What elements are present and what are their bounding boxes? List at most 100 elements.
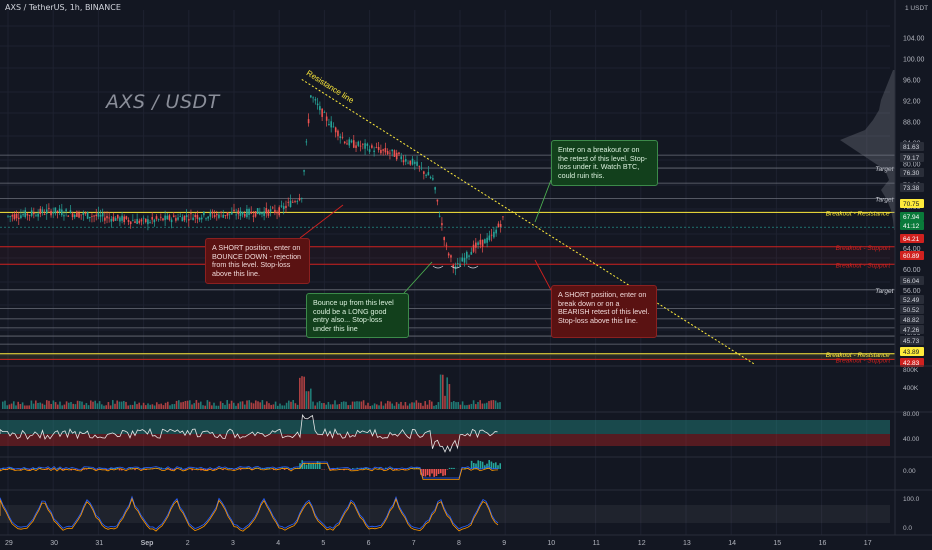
- price-tick-label: 96.00: [903, 77, 921, 84]
- volume-bar: [468, 404, 470, 409]
- price-candle: [456, 263, 459, 264]
- time-tick-label: 6: [367, 540, 371, 547]
- volume-bar: [450, 402, 453, 409]
- time-tick-label: 31: [95, 540, 103, 547]
- volume-bar: [226, 400, 228, 409]
- volume-bar: [191, 404, 193, 409]
- macd-histogram-bar: [46, 469, 48, 470]
- macd-histogram-bar: [222, 469, 224, 471]
- price-candle: [226, 212, 229, 216]
- price-candle: [108, 217, 110, 219]
- volume-bar: [360, 401, 363, 409]
- macd-histogram-bar: [290, 467, 292, 469]
- price-candle: [362, 143, 364, 145]
- volume-bar: [114, 403, 116, 409]
- volume-bar: [202, 405, 204, 409]
- price-tick-label: 92.00: [903, 98, 921, 105]
- rsi-band-upper: [0, 420, 890, 434]
- price-candle: [285, 205, 287, 209]
- macd-histogram-bar: [413, 467, 416, 469]
- volume-bar: [169, 405, 171, 409]
- volume-bar: [384, 403, 387, 409]
- macd-histogram-bar: [30, 469, 33, 470]
- volume-bar: [105, 405, 107, 409]
- level-label-target: Target: [875, 166, 894, 173]
- volume-bar: [378, 405, 380, 409]
- macd-histogram-bar: [435, 469, 438, 477]
- time-tick-label: 5: [321, 540, 325, 547]
- volume-bar: [173, 404, 176, 409]
- volume-bar: [241, 401, 244, 409]
- price-candle: [11, 215, 14, 217]
- volume-bar: [444, 395, 446, 409]
- macd-histogram-bar: [118, 469, 121, 471]
- price-candle: [88, 216, 91, 218]
- time-tick-label: 4: [276, 540, 280, 547]
- price-candle: [175, 218, 177, 221]
- price-candle: [278, 207, 280, 216]
- volume-bar: [420, 402, 422, 409]
- price-candle: [452, 264, 455, 268]
- volume-bar: [213, 402, 215, 409]
- volume-bar: [50, 403, 52, 409]
- price-candle: [99, 214, 102, 217]
- volume-bar: [490, 400, 492, 409]
- time-tick-label: 7: [412, 540, 416, 547]
- volume-bar: [17, 401, 19, 409]
- price-candle: [425, 174, 427, 176]
- volume-bar: [10, 403, 13, 409]
- price-candle: [246, 208, 248, 218]
- volume-bar: [477, 402, 479, 409]
- volume-bar: [134, 401, 136, 409]
- price-candle: [45, 209, 48, 214]
- price-candle: [477, 242, 479, 245]
- volume-bar: [395, 402, 398, 409]
- price-unit-label: 1 USDT: [905, 5, 928, 12]
- price-candle: [168, 215, 171, 220]
- macd-histogram-bar: [429, 469, 431, 477]
- price-candle: [138, 220, 141, 223]
- stoch-tick-label: 0.0: [903, 525, 912, 532]
- macd-histogram-bar: [83, 469, 86, 470]
- price-candle: [73, 214, 76, 218]
- macd-tick-label: 0.00: [903, 468, 916, 475]
- volume-bar: [268, 403, 270, 409]
- volume-bar: [349, 404, 352, 409]
- price-candle: [153, 219, 156, 223]
- macd-histogram-bar: [259, 468, 262, 469]
- callout-breakout-entry: Enter on a breakout or on the retest of …: [551, 140, 658, 186]
- price-candle: [43, 214, 46, 215]
- volume-bar: [358, 401, 360, 409]
- price-candle: [177, 217, 179, 220]
- price-candle: [364, 143, 366, 149]
- stoch-band: [0, 505, 890, 523]
- macd-histogram-bar: [470, 460, 473, 469]
- price-candle: [228, 213, 231, 215]
- price-badge-label: 81.63: [903, 144, 920, 151]
- volume-tick-label: 800K: [903, 367, 919, 374]
- macd-histogram-bar: [134, 469, 136, 471]
- price-candle: [307, 119, 310, 124]
- volume-bar: [259, 402, 261, 409]
- volume-bar: [369, 405, 371, 409]
- price-badge-label: 73.38: [903, 185, 920, 192]
- price-candle: [101, 212, 104, 217]
- volume-bar: [283, 405, 286, 409]
- price-candle: [69, 210, 72, 213]
- price-candle: [116, 214, 119, 219]
- macd-histogram-bar: [422, 469, 424, 477]
- macd-histogram-bar: [446, 469, 449, 470]
- volume-bar: [204, 405, 206, 409]
- price-candle: [441, 223, 443, 226]
- price-candle: [459, 263, 461, 266]
- price-candle: [106, 216, 108, 219]
- price-candle: [198, 217, 201, 220]
- volume-bar: [296, 404, 299, 409]
- volume-bar: [310, 388, 312, 409]
- price-tick-label: 56.00: [903, 288, 921, 295]
- price-candle: [86, 211, 89, 219]
- volume-bar: [131, 404, 134, 409]
- volume-bar: [316, 402, 319, 409]
- price-candle: [352, 140, 355, 148]
